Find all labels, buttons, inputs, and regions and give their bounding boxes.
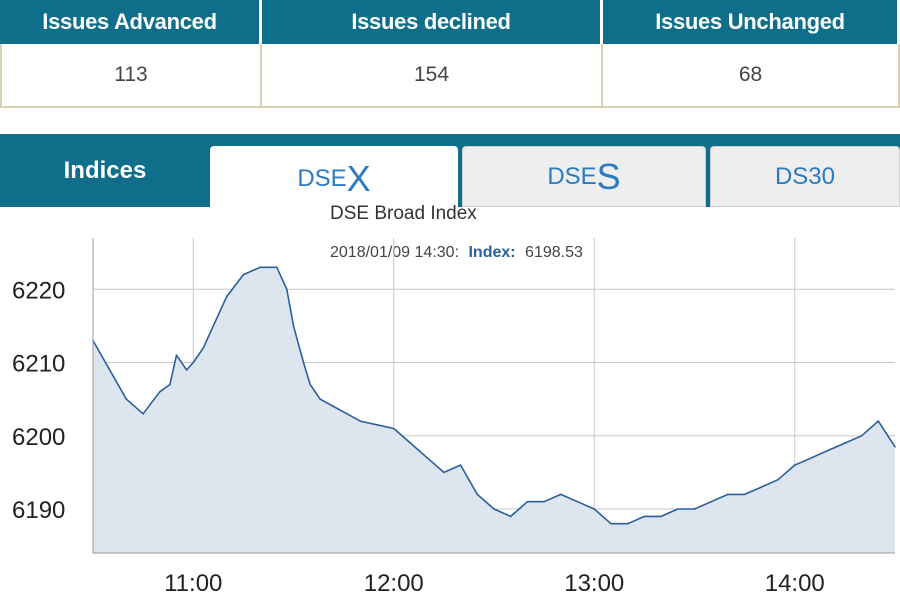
data-point (309, 383, 312, 386)
chart-title: DSE Broad Index (330, 203, 477, 224)
tab-dsex-suffix: X (346, 158, 371, 199)
tab-ds30[interactable]: DS30 (710, 146, 900, 207)
tab-dses-suffix: S (596, 155, 621, 197)
stats-header-row: Issues Advanced Issues declined Issues U… (0, 0, 900, 44)
data-point (443, 471, 445, 474)
data-point (743, 493, 746, 496)
index-chart[interactable]: DSE Broad Index 2018/01/09 14:30: Index:… (0, 200, 900, 600)
tab-indices[interactable]: Indices (63, 157, 147, 184)
data-point (302, 361, 305, 364)
tooltip-label: Index: (468, 244, 515, 261)
data-point (159, 391, 161, 393)
data-point (877, 420, 880, 422)
tooltip-value: 6198.53 (525, 244, 583, 261)
issues-declined-header: Issues declined (262, 0, 603, 44)
data-point (259, 266, 261, 269)
tooltip-readout: 2018/01/09 14:30: Index: 6198.53 (330, 244, 583, 261)
x-tick-label-1100: 11:00 (164, 570, 222, 597)
data-point (175, 354, 178, 356)
issues-declined-value: 154 (262, 44, 603, 108)
stats-value-row: 113 154 68 (0, 44, 900, 108)
data-point (576, 500, 579, 503)
data-point (286, 288, 288, 291)
tab-dses-prefix: DSE (547, 162, 597, 190)
data-point (827, 449, 829, 452)
data-point (660, 515, 662, 518)
data-point (493, 508, 495, 510)
data-point (677, 508, 679, 510)
data-point (509, 515, 512, 518)
issues-advanced-value: 113 (0, 44, 262, 108)
data-point (359, 420, 362, 422)
index-chart-svg[interactable]: DSE Broad Index 2018/01/09 14:30: Index:… (0, 200, 900, 600)
x-tick-label-1400: 14:00 (765, 570, 825, 597)
data-point (727, 493, 729, 496)
issues-unchanged-value: 68 (603, 44, 900, 108)
y-tick-label-6200: 6200 (12, 424, 65, 451)
indices-tabbar: Indices DSE X DSE S DS30 (0, 134, 900, 212)
data-point (426, 457, 429, 459)
data-point (192, 361, 195, 364)
tab-dsex[interactable]: DSE X (210, 146, 458, 212)
data-point (185, 369, 188, 371)
data-point (526, 500, 529, 503)
tab-dses[interactable]: DSE S (462, 146, 706, 207)
data-point (543, 500, 545, 503)
data-point (894, 446, 896, 448)
tab-ds30-label: DS30 (774, 162, 836, 190)
data-point (560, 493, 562, 496)
x-tick-label-1300: 13:00 (564, 570, 624, 597)
data-point (794, 464, 796, 466)
data-point (777, 478, 779, 481)
data-point (332, 405, 335, 408)
data-point (225, 295, 228, 298)
tooltip-time: 2018/01/09 14:30: (330, 244, 459, 261)
tab-dsex-prefix: DSE (297, 165, 347, 192)
data-point (212, 325, 215, 327)
data-point (710, 500, 712, 503)
market-stats-table: Issues Advanced Issues declined Issues U… (0, 0, 900, 108)
data-point (319, 398, 322, 400)
y-tick-label-6210: 6210 (12, 351, 65, 378)
data-point (459, 464, 462, 466)
data-point (610, 522, 612, 525)
data-point (693, 508, 696, 510)
data-point (760, 486, 763, 488)
y-tick-label-6190: 6190 (12, 497, 65, 524)
series-area-0 (93, 267, 895, 553)
data-point (202, 347, 205, 349)
issues-unchanged-header: Issues Unchanged (603, 0, 900, 44)
data-point (393, 427, 395, 430)
data-point (142, 413, 144, 415)
data-point (844, 442, 846, 444)
data-point (626, 522, 629, 525)
data-point (643, 515, 646, 518)
data-point (125, 398, 128, 400)
data-point (376, 424, 378, 426)
data-point (860, 435, 863, 437)
issues-advanced-header: Issues Advanced (0, 0, 262, 44)
data-point (169, 383, 171, 386)
data-point (242, 273, 245, 276)
data-point (292, 325, 295, 327)
data-point (409, 442, 412, 444)
x-tick-label-1200: 12:00 (364, 570, 424, 597)
data-point (108, 369, 111, 371)
data-point (276, 266, 278, 269)
data-point (476, 493, 479, 496)
data-point (593, 508, 596, 510)
y-tick-label-6220: 6220 (12, 277, 65, 304)
data-point (810, 457, 813, 459)
svg-text:2018/01/09 14:30: Inde: 2018/01/09 14:30: Index: 6198.53 (330, 244, 583, 261)
data-point (346, 413, 348, 415)
